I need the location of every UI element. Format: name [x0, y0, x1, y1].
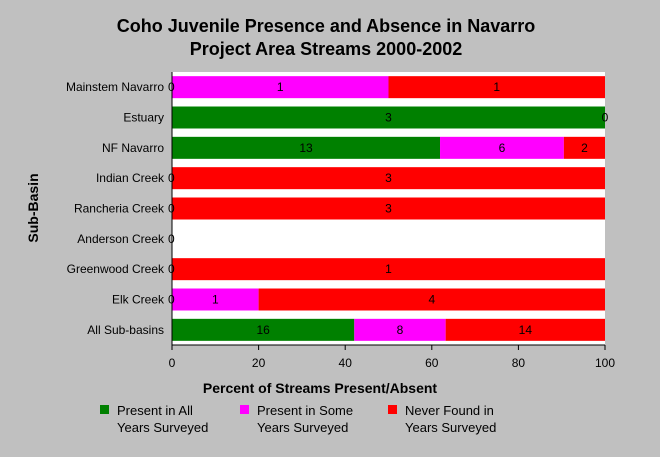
- segment-count-label: 13: [299, 141, 313, 155]
- segment-count-label: 1: [277, 80, 284, 94]
- x-axis-title: Percent of Streams Present/Absent: [203, 380, 438, 396]
- segment-count-label: 6: [499, 141, 506, 155]
- category-label: All Sub-basins: [87, 323, 164, 337]
- bar-segment: [440, 136, 564, 159]
- x-tick-label: 80: [512, 356, 526, 370]
- category-label: NF Navarro: [102, 141, 164, 155]
- x-tick-label: 20: [252, 356, 266, 370]
- x-tick-label: 40: [339, 356, 353, 370]
- axes: [171, 72, 605, 346]
- segment-count-label: 3: [385, 202, 392, 216]
- bar-segment: [172, 258, 605, 281]
- segment-count-label: 1: [385, 262, 392, 276]
- segment-count-label: 14: [519, 323, 533, 337]
- category-labels: Mainstem Navarro Estuary NF Navarro Indian …: [66, 80, 165, 337]
- bar-segment: [172, 136, 441, 159]
- bar-segment: [258, 288, 605, 311]
- chart-title: Coho Juvenile Presence and Absence in Na…: [117, 16, 535, 59]
- x-ticks: 0 20 40 60 80 100: [169, 345, 615, 370]
- segment-count-label: 2: [581, 141, 588, 155]
- bar-segment: [388, 76, 605, 99]
- bar-segment: [172, 197, 605, 220]
- legend-label: Present in Some: [257, 403, 353, 418]
- bar-segment: [172, 106, 605, 129]
- category-label: Greenwood Creek: [67, 262, 165, 276]
- bar-segment: [354, 318, 446, 341]
- segment-count-label: 16: [256, 323, 270, 337]
- category-label: Elk Creek: [112, 293, 165, 307]
- category-label: Estuary: [123, 111, 164, 125]
- segment-count-label: 1: [212, 293, 219, 307]
- bar-segment: [445, 318, 605, 341]
- category-label: Rancheria Creek: [74, 202, 165, 216]
- legend-label: Never Found in: [405, 403, 494, 418]
- x-tick-label: 60: [425, 356, 439, 370]
- title-line-2: Project Area Streams 2000-2002: [190, 39, 463, 59]
- title-line-1: Coho Juvenile Presence and Absence in Na…: [117, 16, 535, 36]
- segment-count-label: 8: [397, 323, 404, 337]
- bar-segment: [172, 167, 605, 190]
- zero-label-right: 0: [602, 111, 609, 125]
- bar-segment: [172, 318, 355, 341]
- legend: Present in All Years Surveyed Present in S…: [100, 403, 496, 435]
- bar-segment: [172, 76, 389, 99]
- legend-label: Years Surveyed: [257, 420, 348, 435]
- segment-count-label: 1: [493, 80, 500, 94]
- bar-segment: [172, 288, 259, 311]
- segment-count-label: 3: [385, 171, 392, 185]
- segment-count-label: 4: [428, 293, 435, 307]
- category-label: Mainstem Navarro: [66, 80, 164, 94]
- bar-segment: [563, 136, 605, 159]
- legend-label: Years Surveyed: [405, 420, 496, 435]
- legend-label: Present in All: [117, 403, 193, 418]
- x-tick-label: 0: [169, 356, 176, 370]
- legend-swatch: [100, 405, 109, 414]
- legend-swatch: [388, 405, 397, 414]
- segment-count-label: 3: [385, 111, 392, 125]
- x-tick-label: 100: [595, 356, 615, 370]
- legend-swatch: [240, 405, 249, 414]
- category-label: Anderson Creek: [77, 232, 165, 246]
- legend-label: Years Surveyed: [117, 420, 208, 435]
- category-label: Indian Creek: [96, 171, 165, 185]
- y-axis-title: Sub-Basin: [25, 173, 41, 242]
